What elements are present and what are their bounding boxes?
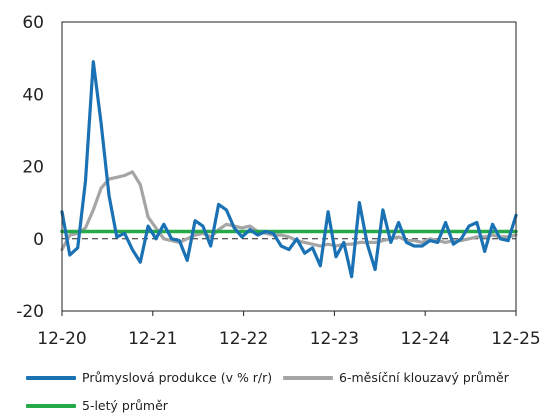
x-tick-label: 12-22 — [219, 329, 268, 349]
legend-label-moving-average: 6-měsíční klouzavý průměr — [339, 370, 509, 385]
x-tick-label: 12-23 — [310, 329, 359, 349]
y-tick-label: -20 — [16, 302, 44, 322]
x-tick-label: 12-20 — [37, 329, 86, 349]
legend-item-production: Průmyslová produkce (v % r/r) — [26, 370, 272, 385]
legend: Průmyslová produkce (v % r/r) 6-měsíční … — [0, 370, 547, 418]
legend-label-production: Průmyslová produkce (v % r/r) — [82, 370, 273, 385]
y-tick-label: 60 — [22, 13, 44, 33]
legend-swatch-five-year-average — [26, 403, 76, 408]
legend-item-five-year-average: 5-letý průměr — [26, 398, 168, 413]
x-tick-label: 12-25 — [491, 329, 540, 349]
series-lines — [60, 60, 518, 279]
y-tick-label: 0 — [33, 230, 44, 250]
y-tick-label: 40 — [22, 85, 44, 105]
legend-label-five-year-average: 5-letý průměr — [82, 398, 168, 413]
x-tick-label: 12-24 — [400, 329, 449, 349]
series-line-production — [60, 60, 518, 279]
x-axis-ticks: 12-20 12-21 12-22 12-23 12-24 12-25 — [37, 311, 541, 349]
legend-swatch-moving-average — [283, 375, 333, 380]
series-line-moving-average — [60, 170, 518, 252]
x-tick-label: 12-21 — [128, 329, 177, 349]
legend-item-moving-average: 6-měsíční klouzavý průměr — [283, 370, 509, 385]
y-axis-ticks: -20 0 20 40 60 — [16, 13, 44, 322]
legend-swatch-production — [26, 375, 76, 380]
plot-frame — [61, 21, 517, 312]
y-tick-label: 20 — [22, 158, 44, 178]
